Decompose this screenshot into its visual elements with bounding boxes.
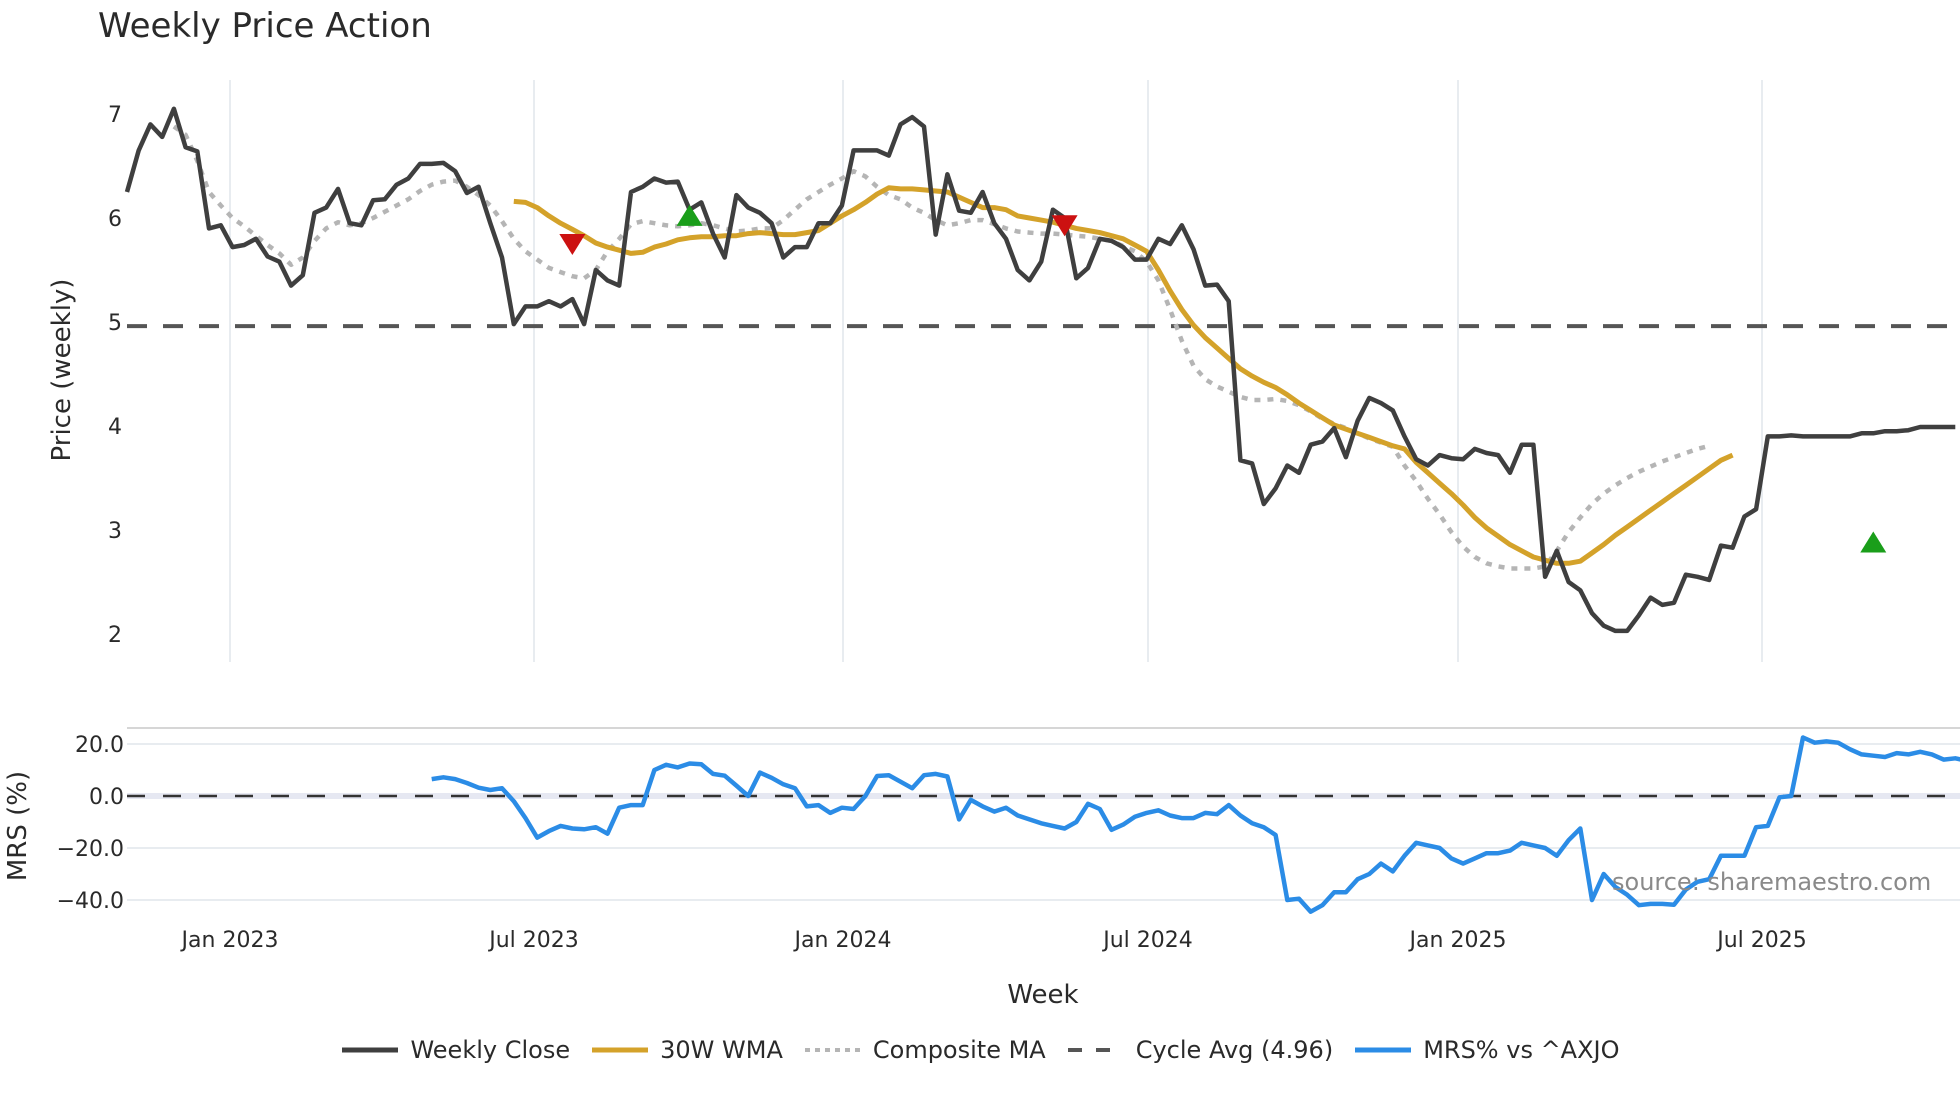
price-y-tick-label: 3 — [108, 519, 122, 544]
x-tick-label: Jul 2024 — [1101, 928, 1193, 953]
wma-swatch-icon — [592, 1047, 649, 1053]
mrs-y-tick-label: −20.0 — [57, 837, 124, 862]
price-y-tick-label: 7 — [108, 103, 122, 128]
source-watermark: source: sharemaestro.com — [1612, 868, 1932, 896]
sell-signal-triangle-down-icon — [559, 234, 586, 255]
buy-signal-triangle-up-icon — [676, 204, 703, 226]
legend-label: Weekly Close — [410, 1036, 571, 1064]
buy-signal-triangle-up-icon — [1860, 531, 1887, 553]
legend-item-composite-ma[interactable]: Composite MA — [803, 1036, 1046, 1064]
mrs-series — [127, 735, 1960, 914]
price-y-tick-label: 4 — [108, 415, 122, 440]
legend-item-mrs[interactable]: MRS% vs ^AXJO — [1353, 1036, 1620, 1064]
mrs-y-axis-label: MRS (%) — [3, 771, 33, 881]
x-tick-label: Jan 2024 — [793, 928, 892, 953]
price-series — [124, 106, 1960, 634]
price-y-tick-label: 5 — [108, 311, 122, 336]
legend-label: Composite MA — [872, 1036, 1046, 1064]
x-tick-label: Jul 2025 — [1715, 928, 1807, 953]
chart-title: Weekly Price Action — [98, 6, 432, 46]
x-axis-label: Week — [1007, 980, 1078, 1010]
x-tick-label: Jan 2023 — [180, 928, 279, 953]
price-y-tick-label: 6 — [108, 207, 122, 232]
legend-label: 30W WMA — [660, 1036, 783, 1064]
signal-markers — [559, 204, 1887, 553]
legend-label: Cycle Avg (4.96) — [1135, 1036, 1334, 1064]
legend-label: MRS% vs ^AXJO — [1423, 1036, 1620, 1064]
composite-ma-swatch-icon — [804, 1048, 861, 1052]
wma-line — [513, 185, 1734, 566]
x-axis: Jan 2023 Jul 2023 Jan 2024 Jul 2024 Jan 2025… — [180, 928, 1807, 953]
legend: Weekly Close 30W WMA Composite MA Cycle … — [0, 1036, 1960, 1064]
legend-item-30w-wma[interactable]: 30W WMA — [590, 1036, 783, 1064]
composite-ma-line — [172, 124, 1710, 571]
mrs-line — [431, 735, 1960, 914]
mrs-y-tick-label: 20.0 — [75, 733, 124, 758]
legend-item-cycle-avg[interactable]: Cycle Avg (4.96) — [1066, 1036, 1333, 1064]
price-y-axis-label: Price (weekly) — [47, 279, 77, 462]
cycle-avg-swatch-icon — [1067, 1048, 1124, 1052]
mrs-y-tick-label: −40.0 — [57, 889, 124, 914]
weekly-close-line — [124, 106, 1956, 634]
mrs-y-tick-label: 0.0 — [89, 785, 124, 810]
sell-signal-triangle-down-icon — [1051, 215, 1078, 237]
price-y-axis: 2 3 4 5 6 7 — [108, 103, 122, 648]
mrs-y-axis: 20.0 0.0 −20.0 −40.0 — [57, 733, 124, 914]
legend-item-weekly-close[interactable]: Weekly Close — [340, 1036, 570, 1064]
mrs-swatch-icon — [1355, 1047, 1412, 1053]
x-tick-label: Jul 2023 — [487, 928, 579, 953]
gridlines — [127, 80, 1960, 901]
x-tick-label: Jan 2025 — [1408, 928, 1507, 953]
weekly-close-swatch-icon — [342, 1047, 399, 1053]
price-y-tick-label: 2 — [108, 623, 122, 648]
